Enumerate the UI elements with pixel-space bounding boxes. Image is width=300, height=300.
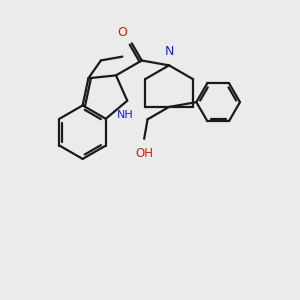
Text: NH: NH [117,110,134,120]
Text: N: N [164,45,174,58]
Text: O: O [117,26,127,39]
Text: OH: OH [135,147,153,160]
